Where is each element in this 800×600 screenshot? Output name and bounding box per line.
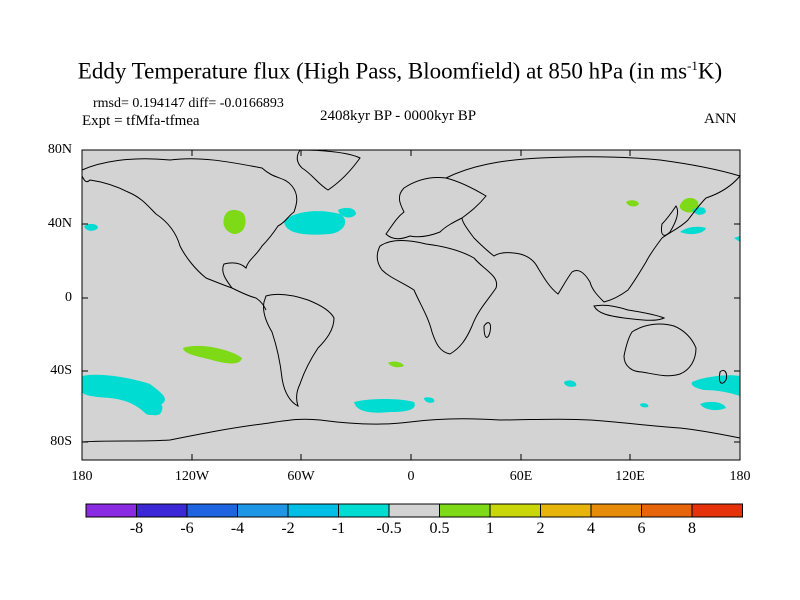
title-superscript: -1: [687, 58, 698, 73]
coast-madagascar: [483, 322, 491, 338]
patch-cyan-north-pacific: [680, 226, 706, 235]
axis-ticks: [81, 149, 741, 460]
coast-greenland: [296, 149, 361, 191]
patch-green-kamchatka: [679, 197, 699, 213]
patch-green-south-atlantic: [388, 361, 404, 368]
coast-asia: [445, 156, 741, 303]
colorbar-label: -0.5: [376, 520, 402, 537]
plot-title: Eddy Temperature flux (High Pass, Bloomf…: [0, 58, 800, 85]
patch-green-south-pacific: [183, 345, 242, 364]
coast-japan: [661, 205, 679, 236]
lon-tick-label: 120W: [174, 469, 210, 484]
lon-tick-label: 180: [71, 469, 93, 484]
colorbar: [85, 503, 743, 518]
colorbar-label: 0.5: [429, 520, 450, 537]
lat-tick-label: 0: [65, 290, 72, 305]
colorbar-swatch: [237, 503, 289, 518]
patch-cyan-kamchatka: [692, 207, 706, 215]
patch-cyan-southern-ocean-east: [691, 375, 740, 396]
colorbar-swatch: [287, 503, 339, 518]
lat-tick-label: 80S: [50, 434, 72, 449]
patch-cyan-australia-south: [640, 403, 649, 408]
coast-north-america: [81, 158, 298, 289]
patch-cyan-southern-ocean-east-2: [700, 401, 726, 411]
coast-australia: [623, 323, 697, 377]
colorbar-swatch: [338, 503, 390, 518]
patch-cyan-south-pacific-mid: [147, 401, 163, 416]
colorbar-swatch: [136, 503, 188, 518]
coastlines: [81, 149, 741, 443]
patch-cyan-north-atlantic: [284, 211, 346, 235]
lon-tick-label: 180: [729, 469, 751, 484]
patch-green-north-america: [223, 209, 246, 234]
colorbar-swatch: [186, 503, 238, 518]
patch-cyan-west-edge: [84, 223, 98, 231]
colorbar-swatch: [691, 503, 743, 518]
coast-indonesia: [593, 304, 666, 321]
colorbar-label: -8: [129, 520, 144, 537]
season-label: ANN: [704, 111, 737, 127]
map-background: [82, 150, 740, 460]
colorbar-swatch: [641, 503, 693, 518]
lon-tick-label: 120E: [615, 469, 645, 484]
colorbar-swatch: [388, 503, 440, 518]
colorbar-label: -1: [331, 520, 346, 537]
colorbar-label: 1: [486, 520, 494, 537]
coast-new-zealand: [719, 369, 727, 384]
patch-cyan-south-atlantic-small: [424, 397, 435, 403]
lat-tick-label: 40N: [47, 216, 72, 231]
colorbar-label: -4: [230, 520, 245, 537]
colorbar-label: 2: [536, 520, 545, 537]
patch-cyan-south-atlantic: [354, 399, 415, 413]
colorbar-label: 6: [637, 520, 646, 537]
colorbar-swatch: [85, 503, 137, 518]
coast-south-america: [263, 293, 335, 407]
anomaly-patches: [82, 197, 740, 416]
colorbar-swatch: [590, 503, 642, 518]
coast-africa: [376, 240, 498, 355]
colorbar-swatch: [439, 503, 491, 518]
colorbar-label: -2: [281, 520, 295, 537]
colorbar-label: 4: [587, 520, 595, 537]
period-label: 2408kyr BP - 0000kyr BP: [320, 108, 477, 124]
colorbar-label: 8: [688, 520, 696, 537]
patch-green-siberia: [626, 200, 639, 207]
lon-tick-label: 60E: [509, 469, 533, 484]
experiment-label: Expt = tfMfa-tfmea: [82, 113, 200, 129]
patch-cyan-indian-ocean: [564, 380, 577, 387]
lon-tick-label: 60W: [287, 469, 315, 484]
lat-tick-label: 80N: [47, 142, 72, 157]
title-unit-end: K): [697, 58, 723, 84]
coast-europe: [385, 177, 487, 240]
patch-cyan-east-edge: [734, 236, 740, 242]
lon-tick-label: 0: [407, 469, 415, 484]
colorbar-swatch: [540, 503, 592, 518]
title-text: Eddy Temperature flux (High Pass, Bloomf…: [77, 58, 688, 84]
colorbar-label: -6: [180, 520, 194, 537]
patch-cyan-south-pacific-west: [82, 374, 165, 416]
stats-text: rmsd= 0.194147 diff= -0.0166893: [93, 96, 284, 111]
patch-cyan-north-atlantic-small: [338, 207, 356, 218]
lat-tick-label: 40S: [50, 363, 72, 378]
colorbar-swatch: [489, 503, 541, 518]
coast-central-america: [231, 287, 267, 311]
coast-antarctica: [81, 418, 741, 443]
